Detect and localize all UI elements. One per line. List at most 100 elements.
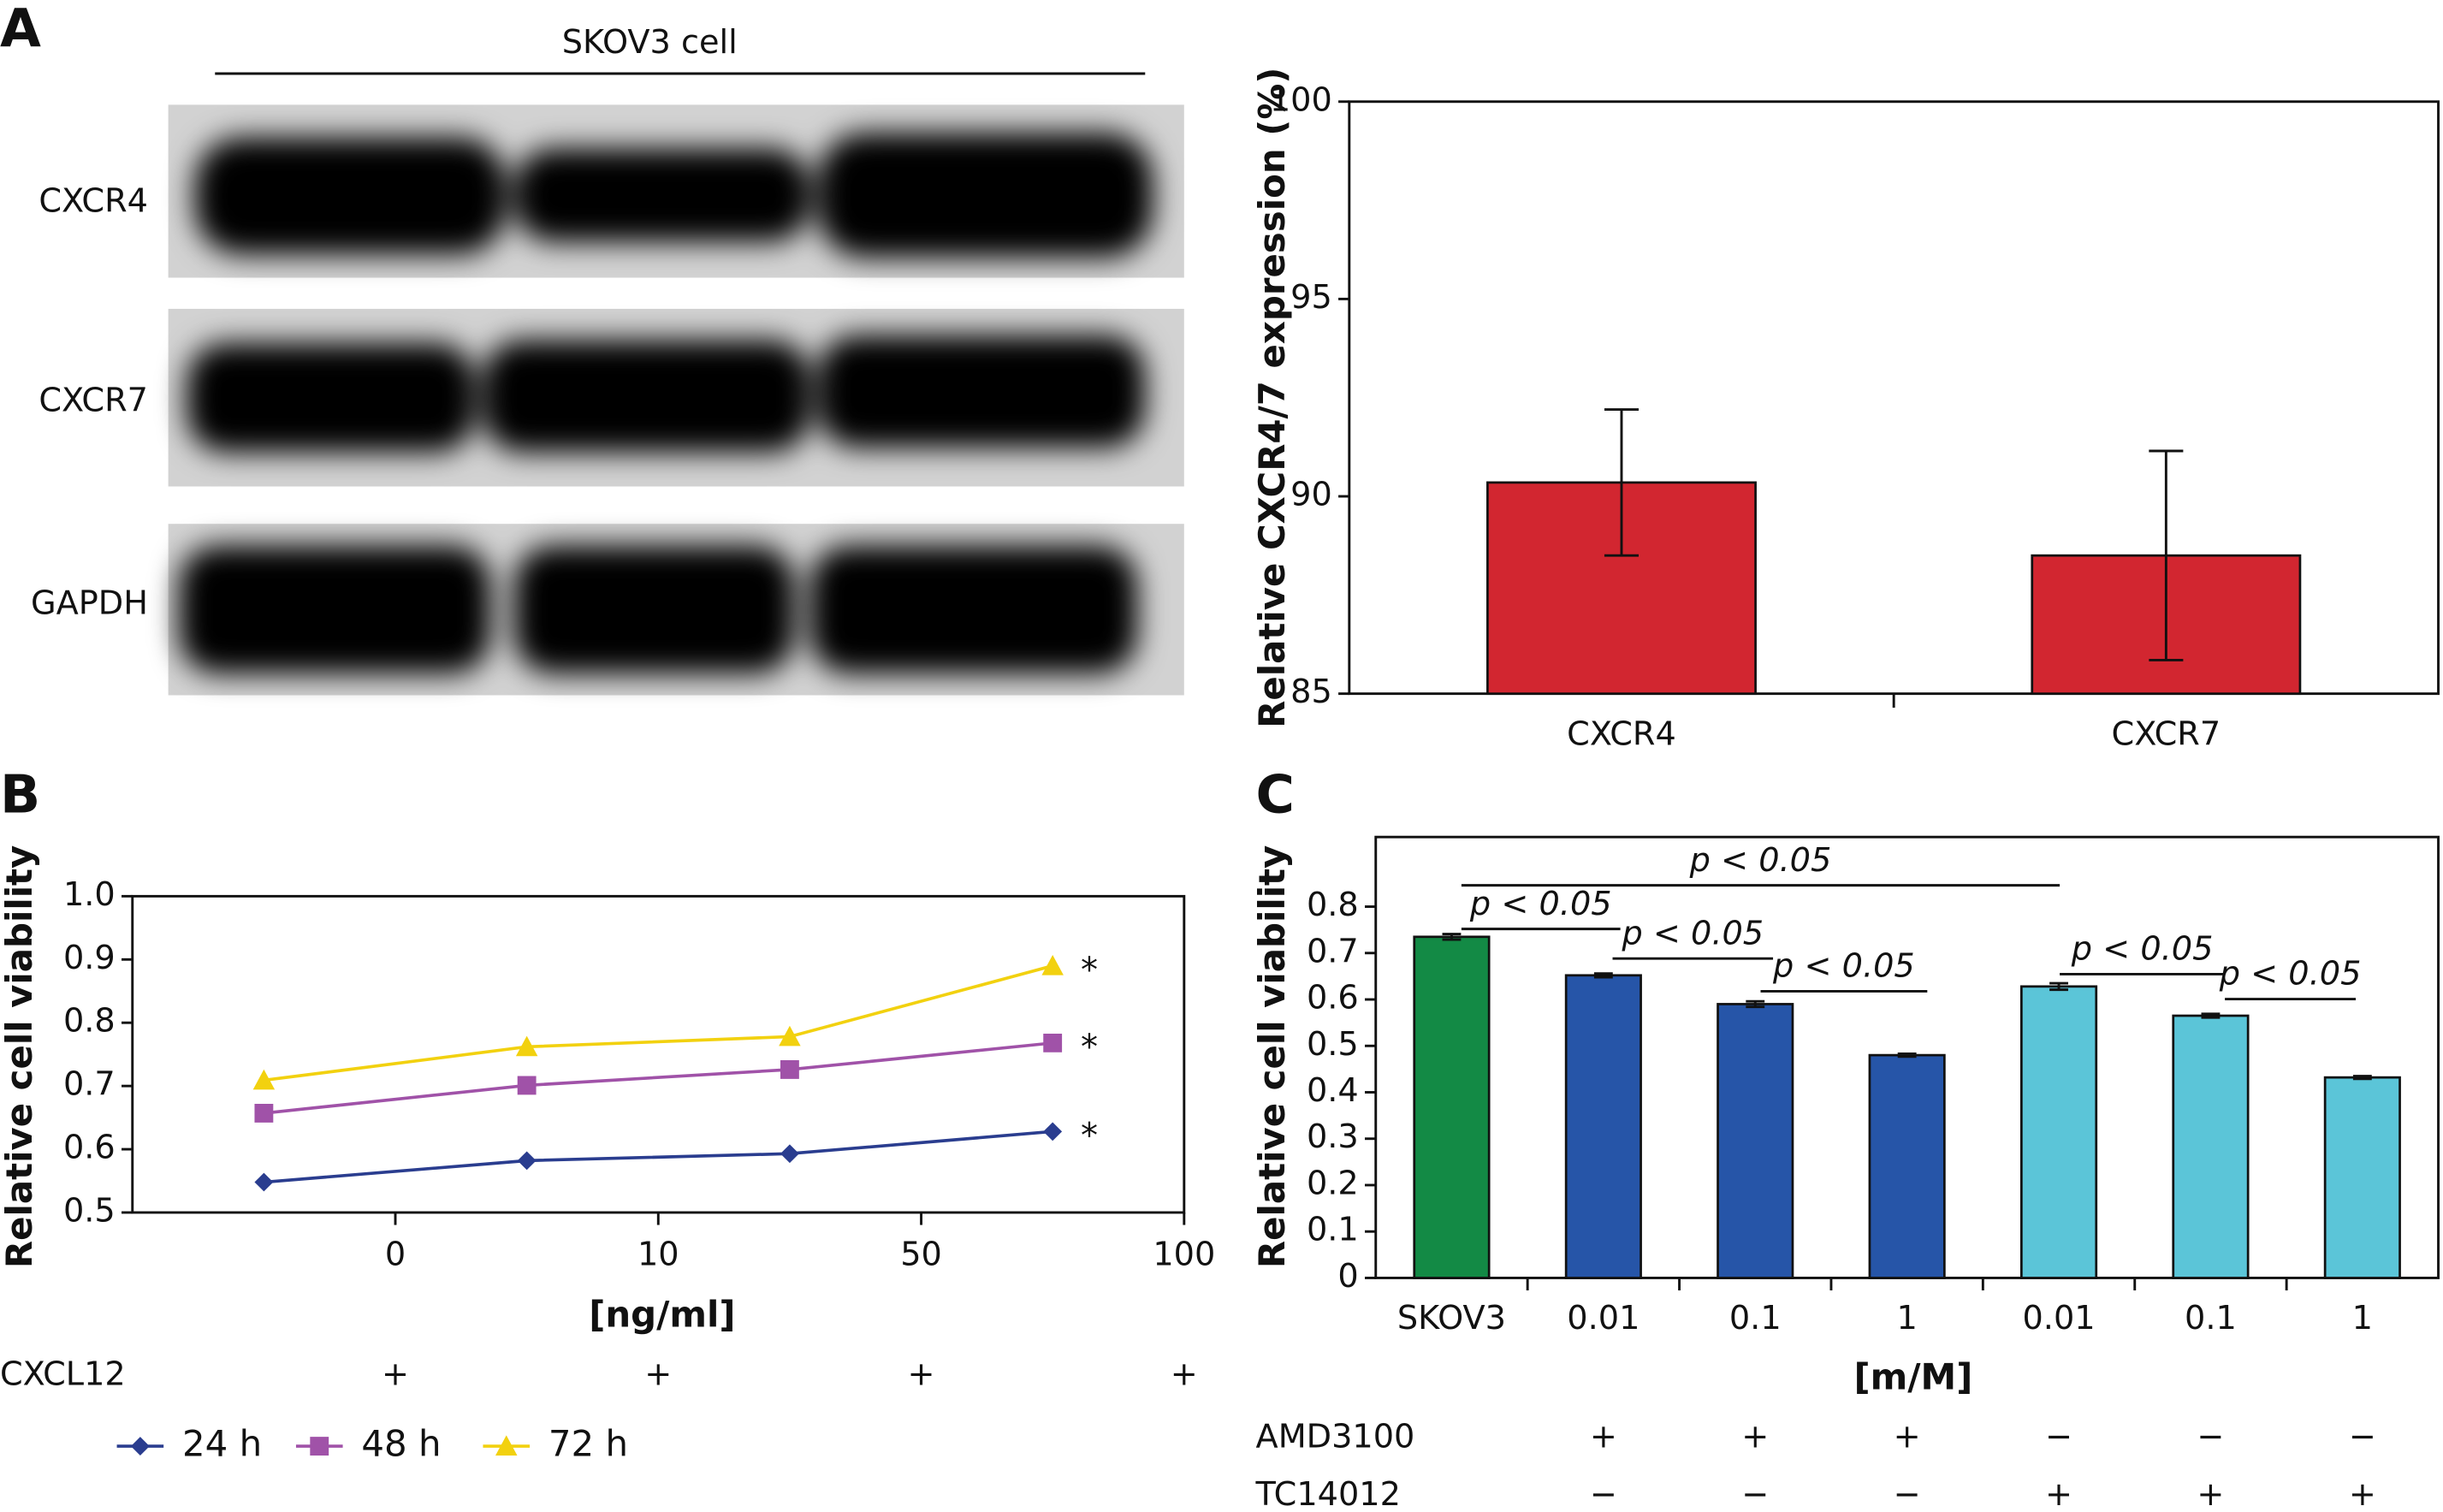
point <box>515 1035 538 1057</box>
x-tick-label: CXCR4 <box>1567 715 1676 753</box>
x-tick-label: 0 <box>385 1236 406 1273</box>
error-bar <box>1593 972 1613 979</box>
panel-label: C <box>1256 764 1295 826</box>
error-bar <box>1746 999 1765 1009</box>
error-bar <box>2049 981 2068 992</box>
y-tick-label: 95 <box>1290 279 1332 317</box>
row-sign: + <box>382 1356 409 1394</box>
line <box>264 1041 1053 1115</box>
y-tick-label: 0.1 <box>1307 1212 1359 1249</box>
y-tick-label: 85 <box>1290 673 1332 711</box>
y-tick-label: 0.6 <box>63 1130 116 1167</box>
legend-marker <box>495 1435 518 1456</box>
bar <box>2019 985 2098 1279</box>
panel-label: A <box>0 0 41 59</box>
row-sign: + <box>2349 1476 2376 1512</box>
legend-marker <box>130 1437 150 1456</box>
error-bar <box>2201 1012 2221 1019</box>
significance-label: p < 0.05 <box>1469 886 1612 923</box>
y-tick-label: 0.6 <box>1307 980 1359 1017</box>
legend-label: 48 h <box>361 1423 441 1465</box>
annotation: * <box>1081 1028 1098 1067</box>
point <box>254 1172 274 1192</box>
row-sign: + <box>1171 1356 1198 1394</box>
row-sign: + <box>644 1356 672 1394</box>
x-tick-label: 0.01 <box>1567 1300 1640 1337</box>
row-label: TC14012 <box>1255 1476 1401 1512</box>
row-sign: + <box>2045 1476 2072 1512</box>
row-sign: − <box>1741 1476 1769 1512</box>
row-sign: + <box>1590 1419 1617 1456</box>
blot-row-label: CXCR4 <box>39 183 148 221</box>
bar <box>2323 1076 2401 1279</box>
significance-label: p < 0.05 <box>2219 956 2362 993</box>
y-tick-label: 0.7 <box>1307 933 1359 970</box>
row-sign: − <box>1894 1476 1921 1512</box>
y-tick-label: 0.2 <box>1307 1165 1359 1202</box>
y-tick-label: 0.4 <box>1307 1072 1359 1110</box>
error-bar <box>1897 1052 1917 1058</box>
x-tick-label: 1 <box>1896 1300 1917 1337</box>
western-blot: SKOV3 cell CXCR4 CXCR7 GAPDH <box>31 24 1184 696</box>
x-tick-label: CXCR7 <box>2112 715 2221 753</box>
significance-label: p < 0.05 <box>2071 931 2214 969</box>
point <box>517 1076 537 1095</box>
y-tick-label: 0.5 <box>1307 1026 1359 1064</box>
y-axis-title: Relative cell viability <box>0 845 40 1268</box>
y-axis-title: Relative CXCR4/7 expression (%) <box>1251 68 1293 728</box>
y-axis-title: Relative cell viability <box>1251 845 1293 1268</box>
point <box>252 1069 276 1090</box>
significance-label: p < 0.05 <box>1689 842 1832 880</box>
y-tick-label: 0 <box>1337 1258 1358 1296</box>
annotation: * <box>1081 951 1098 990</box>
blot-row-label: CXCR7 <box>39 382 148 420</box>
row-sign: − <box>2197 1419 2224 1456</box>
annotation: * <box>1081 1117 1098 1156</box>
blot-bands <box>179 133 1153 673</box>
bar <box>1564 974 1642 1279</box>
plot-frame <box>131 894 1186 1214</box>
x-axis-title: [ng/ml] <box>589 1293 735 1335</box>
row-sign: + <box>908 1356 935 1394</box>
point <box>779 1025 801 1047</box>
error-bar <box>1604 408 1640 557</box>
point <box>517 1151 537 1171</box>
row-label: CXCL12 <box>0 1356 126 1394</box>
point <box>780 1144 799 1164</box>
x-tick-label: 1 <box>2352 1300 2373 1337</box>
x-tick-label: 0.1 <box>1729 1300 1782 1337</box>
x-tick-label: 0.1 <box>2185 1300 2237 1337</box>
y-tick-label: 0.8 <box>63 1003 116 1041</box>
x-tick-label: SKOV3 <box>1397 1300 1506 1337</box>
x-tick-label: 0.01 <box>2022 1300 2095 1337</box>
significance-label: p < 0.05 <box>1772 948 1915 986</box>
point <box>1043 1033 1063 1052</box>
y-tick-label: 0.5 <box>63 1192 116 1230</box>
error-bar <box>2352 1075 2372 1081</box>
blot-title: SKOV3 cell <box>562 24 738 62</box>
x-tick-label: 10 <box>637 1236 679 1273</box>
legend-label: 72 h <box>548 1423 628 1465</box>
y-tick-label: 100 <box>1270 81 1332 119</box>
bar <box>2172 1014 2250 1279</box>
y-tick-label: 1.0 <box>63 876 116 914</box>
panel-label: B <box>0 764 40 826</box>
row-sign: + <box>1894 1419 1921 1456</box>
bar <box>1717 1003 1794 1279</box>
error-bar <box>2149 449 2184 661</box>
point <box>1043 1122 1063 1141</box>
row-label: AMD3100 <box>1256 1419 1415 1456</box>
x-tick-label: 100 <box>1153 1236 1215 1273</box>
line <box>264 1130 1053 1184</box>
y-tick-label: 90 <box>1290 477 1332 514</box>
error-bar <box>1442 933 1462 941</box>
y-tick-label: 0.7 <box>63 1066 116 1104</box>
legend-marker <box>310 1437 329 1456</box>
x-axis-title: [m/M] <box>1854 1355 1973 1397</box>
row-sign: − <box>2349 1419 2376 1456</box>
legend-label: 24 h <box>182 1423 262 1465</box>
bar <box>1413 935 1491 1279</box>
y-tick-label: 0.8 <box>1307 886 1359 924</box>
y-tick-label: 0.9 <box>63 940 116 977</box>
